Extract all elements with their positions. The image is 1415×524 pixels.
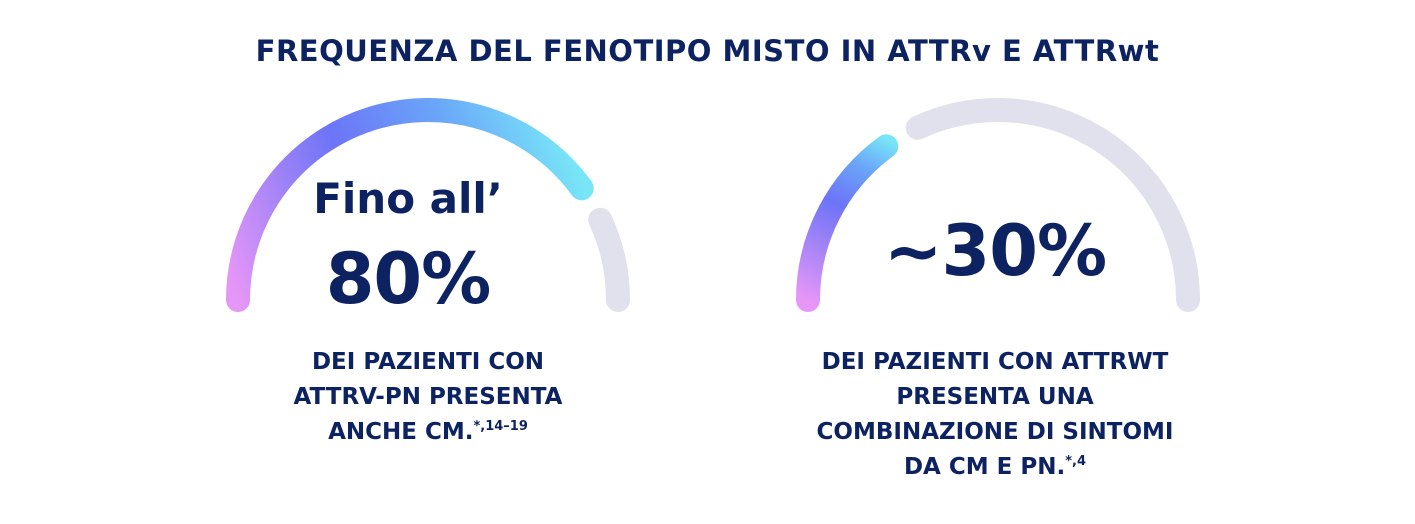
gauge-1-value: 80% [325,238,492,320]
gauge-2-desc-line-3: COMBINAZIONE DI SINTOMI [816,419,1174,445]
gauge-1-fill [226,98,594,312]
gauge-2-reference: *,4 [1065,454,1087,469]
gauge-2-desc-line-4-text: DA CM E PN. [903,454,1066,480]
gauge-2-description: DEI PAZIENTI CON ATTRWT PRESENTA UNA COM… [775,345,1215,485]
gauge-1 [226,98,630,312]
gauge-2 [796,98,1200,312]
gauge-2-desc-line-4: DA CM E PN.*,4 [775,450,1215,485]
gauge-2-desc-line-2: PRESENTA UNA [896,384,1094,410]
gauge-1-desc-line-2: ATTRV-PN PRESENTA [293,384,563,410]
gauge-2-fill [796,134,899,312]
gauge-1-reference: *,14–19 [473,419,528,434]
gauge-2-track [905,98,1200,312]
gauge-1-desc-line-3: ANCHE CM.*,14–19 [228,415,628,450]
gauge-1-desc-line-3-text: ANCHE CM. [328,419,474,445]
page-title: FREQUENZA DEL FENOTIPO MISTO IN ATTRv E … [255,34,1160,68]
gauge-1-desc-line-1: DEI PAZIENTI CON [311,349,545,375]
gauge-1-prefix: Fino all’ [313,174,503,223]
gauge-1-track [588,207,630,312]
gauge-2-value: ~30% [883,210,1107,292]
gauge-2-desc-line-1: DEI PAZIENTI CON ATTRWT [821,349,1169,375]
gauge-1-description: DEI PAZIENTI CON ATTRV-PN PRESENTA ANCHE… [228,345,628,450]
